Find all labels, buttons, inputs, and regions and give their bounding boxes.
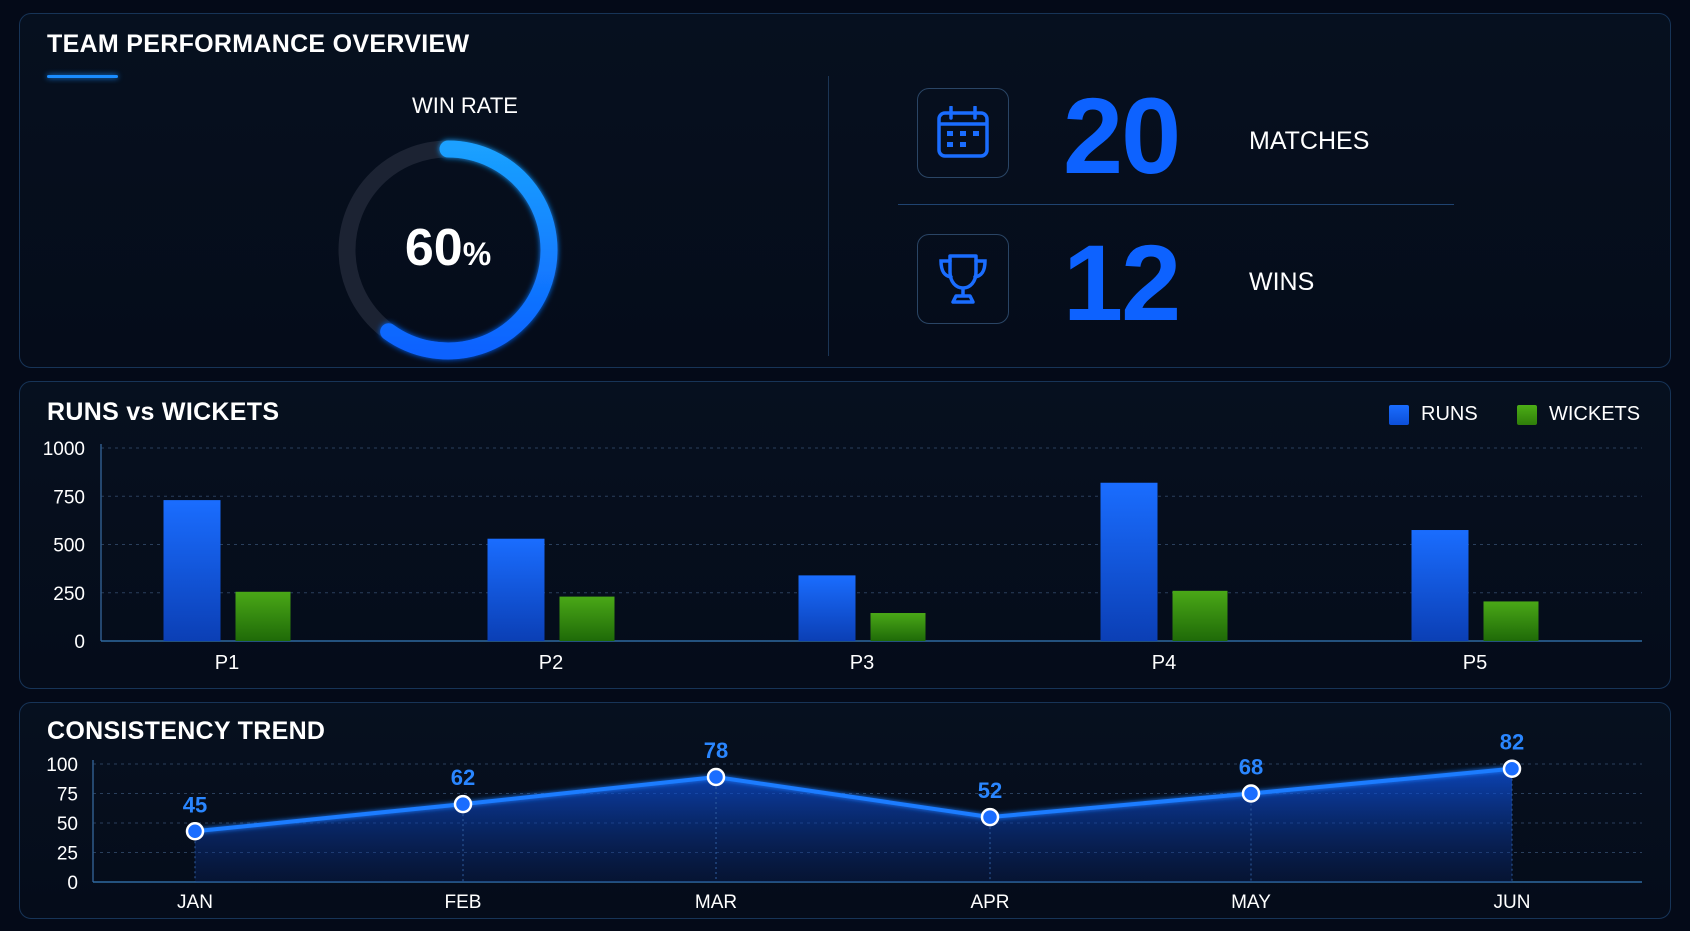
legend-runs-swatch	[1389, 404, 1409, 425]
wickets-bar	[1483, 601, 1539, 641]
trophy-icon	[939, 254, 987, 304]
runs-wickets-title: RUNS vs WICKETS	[47, 398, 280, 426]
vertical-divider	[828, 76, 829, 356]
trend-point	[1241, 784, 1261, 803]
runs-bar	[1411, 530, 1469, 641]
data-label: 78	[704, 738, 728, 763]
runs-bar	[1100, 482, 1158, 641]
y-tick-label: 25	[57, 844, 78, 865]
trend-point	[980, 807, 1000, 827]
wickets-bar	[559, 596, 615, 641]
wins-value: 12	[1063, 222, 1181, 343]
consistency-panel: CONSISTENCY TREND 0 25 50 75 100 45 JAN 62 FEB 78…	[19, 702, 1671, 919]
calendar-icon	[937, 106, 989, 158]
wickets-bar	[870, 613, 926, 641]
matches-icon-box	[917, 88, 1009, 178]
runs-bar	[798, 575, 856, 641]
y-tick-label: 0	[74, 632, 85, 653]
y-tick-label: 1000	[43, 439, 85, 460]
x-tick-label: APR	[970, 892, 1009, 913]
consistency-chart: 0 25 50 75 100 45 JAN 62 FEB 78 MAR 52 APR 68 MAY 82 JUN	[46, 730, 1642, 913]
trend-point	[453, 794, 473, 814]
win-rate-gauge	[338, 140, 558, 360]
x-tick-label: P2	[539, 652, 563, 674]
trend-point	[706, 767, 726, 787]
runs-wickets-panel: RUNS vs WICKETS RUNS WICKETS 0 250 500 750 1…	[19, 381, 1671, 689]
overview-panel: TEAM PERFORMANCE OVERVIEW WIN RATE 60%	[19, 13, 1671, 368]
trend-point	[1502, 759, 1522, 778]
y-tick-label: 500	[53, 536, 85, 557]
matches-label: MATCHES	[1249, 127, 1370, 155]
data-label: 82	[1500, 730, 1524, 755]
x-tick-label: P3	[850, 652, 874, 674]
wickets-bar	[235, 591, 291, 641]
data-label: 52	[978, 778, 1002, 803]
legend-runs: RUNS	[1389, 403, 1478, 426]
y-tick-label: 750	[53, 487, 85, 508]
wickets-bar	[1172, 590, 1228, 641]
runs-wickets-chart: 0 250 500 750 1000 P1 P2 P3 P4 P5	[43, 439, 1642, 674]
gauge-fill	[380, 140, 558, 360]
overview-title: TEAM PERFORMANCE OVERVIEW	[47, 30, 470, 58]
win-rate-unit: %	[462, 236, 492, 272]
y-tick-label: 250	[53, 584, 85, 605]
win-rate-number: 60	[404, 219, 463, 277]
consistency-title: CONSISTENCY TREND	[47, 717, 326, 745]
wins-icon-box	[917, 234, 1009, 324]
wins-label: WINS	[1249, 268, 1315, 296]
x-tick-label: P5	[1463, 652, 1487, 674]
x-tick-label: P4	[1152, 652, 1176, 674]
data-label: 62	[451, 765, 475, 790]
data-label: 45	[183, 792, 207, 817]
x-tick-label: FEB	[445, 892, 482, 913]
legend-wickets-label: WICKETS	[1549, 403, 1641, 425]
legend-runs-label: RUNS	[1421, 403, 1478, 425]
y-tick-label: 75	[57, 785, 78, 806]
data-label: 68	[1239, 755, 1263, 780]
win-rate-label: WIN RATE	[412, 93, 518, 118]
y-tick-label: 100	[46, 755, 78, 776]
title-accent-line	[47, 75, 118, 78]
stats-divider	[898, 204, 1454, 205]
trend-point	[185, 822, 205, 841]
y-tick-label: 0	[67, 873, 78, 894]
legend-wickets-swatch	[1517, 404, 1537, 425]
win-rate-value: 60%	[325, 218, 571, 278]
x-tick-label: MAY	[1231, 892, 1271, 913]
matches-value: 20	[1063, 75, 1181, 196]
x-tick-label: JUN	[1494, 892, 1531, 913]
y-tick-label: 50	[57, 814, 78, 835]
runs-bar	[487, 538, 545, 641]
x-tick-label: JAN	[177, 892, 213, 913]
x-tick-label: MAR	[695, 892, 737, 913]
trend-area	[195, 768, 1512, 882]
legend-wickets: WICKETS	[1517, 403, 1640, 426]
x-tick-label: P1	[215, 652, 239, 674]
runs-bar	[163, 500, 221, 641]
trend-line	[194, 766, 1513, 834]
